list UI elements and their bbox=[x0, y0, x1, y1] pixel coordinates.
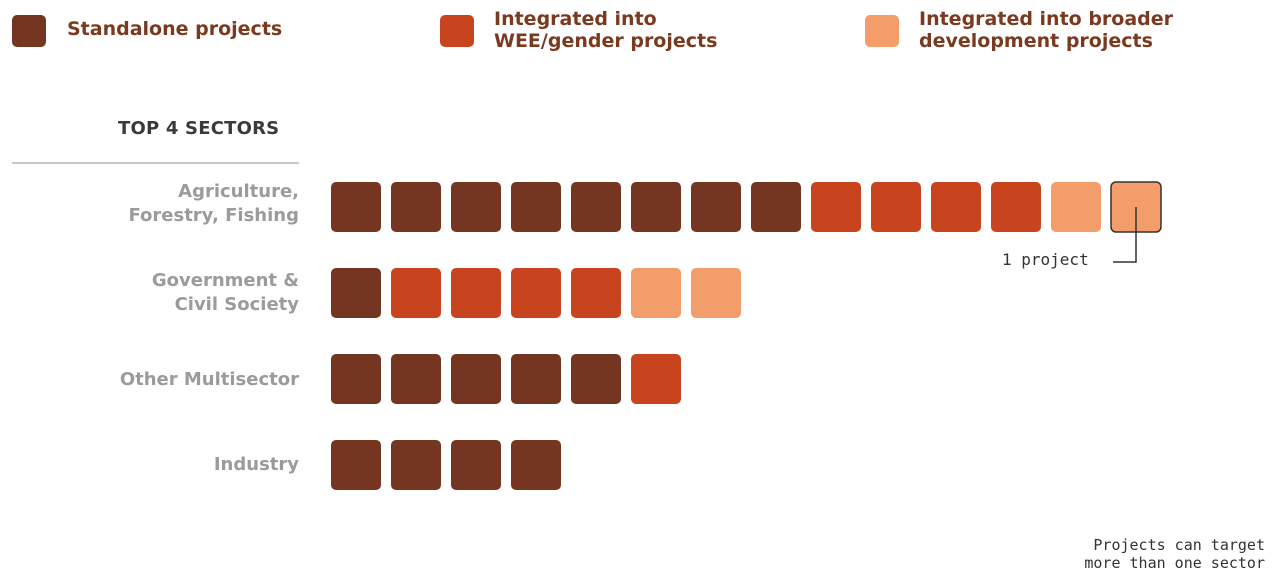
unit-square-government-4 bbox=[511, 268, 561, 318]
unit-square-government-7 bbox=[691, 268, 741, 318]
row-label-government: Government & Civil Society bbox=[151, 270, 299, 315]
footnote: Projects can target more than one sector bbox=[1084, 536, 1265, 572]
unit-square-other-multisector-1 bbox=[331, 354, 381, 404]
unit-square-agriculture-8 bbox=[751, 182, 801, 232]
legend-broader-development bbox=[865, 15, 899, 47]
unit-square-government-3 bbox=[451, 268, 501, 318]
unit-square-agriculture-4 bbox=[511, 182, 561, 232]
unit-square-other-multisector-6 bbox=[631, 354, 681, 404]
legend-label-wee-gender: Integrated into WEE/gender projects bbox=[494, 8, 718, 52]
unit-square-government-1 bbox=[331, 268, 381, 318]
unit-square-agriculture-6 bbox=[631, 182, 681, 232]
row-label-agriculture: Agriculture, Forestry, Fishing bbox=[128, 181, 299, 226]
row-label-other-multisector: Other Multisector bbox=[119, 369, 299, 390]
unit-square-agriculture-9 bbox=[811, 182, 861, 232]
legend-swatch-standalone bbox=[12, 15, 46, 47]
legend-label-standalone: Standalone projects bbox=[67, 18, 283, 40]
unit-square-agriculture-11 bbox=[931, 182, 981, 232]
unit-square-agriculture-3 bbox=[451, 182, 501, 232]
unit-square-government-2 bbox=[391, 268, 441, 318]
unit-square-agriculture-2 bbox=[391, 182, 441, 232]
section-divider bbox=[12, 162, 299, 164]
unit-annotation-label: 1 project bbox=[1002, 250, 1089, 269]
unit-square-industry-2 bbox=[391, 440, 441, 490]
unit-square-government-5 bbox=[571, 268, 621, 318]
unit-square-government-6 bbox=[631, 268, 681, 318]
unit-square-agriculture-13 bbox=[1051, 182, 1101, 232]
unit-square-agriculture-1 bbox=[331, 182, 381, 232]
unit-square-other-multisector-3 bbox=[451, 354, 501, 404]
legend-label-broader-development: Integrated into broader development proj… bbox=[919, 8, 1174, 52]
row-label-industry: Industry bbox=[213, 454, 299, 475]
section-title: TOP 4 SECTORS bbox=[118, 118, 280, 139]
unit-square-other-multisector-4 bbox=[511, 354, 561, 404]
unit-square-agriculture-7 bbox=[691, 182, 741, 232]
unit-square-agriculture-5 bbox=[571, 182, 621, 232]
unit-annotation-leader-line bbox=[1113, 207, 1137, 263]
unit-square-industry-1 bbox=[331, 440, 381, 490]
unit-square-agriculture-12 bbox=[991, 182, 1041, 232]
legend-swatch-wee-gender bbox=[440, 15, 474, 47]
unit-square-other-multisector-5 bbox=[571, 354, 621, 404]
legend-standalone bbox=[12, 15, 46, 47]
unit-square-industry-4 bbox=[511, 440, 561, 490]
unit-square-agriculture-10 bbox=[871, 182, 921, 232]
unit-square-other-multisector-2 bbox=[391, 354, 441, 404]
legend-wee-gender bbox=[440, 15, 474, 47]
legend-swatch-broader-development bbox=[865, 15, 899, 47]
unit-square-industry-3 bbox=[451, 440, 501, 490]
